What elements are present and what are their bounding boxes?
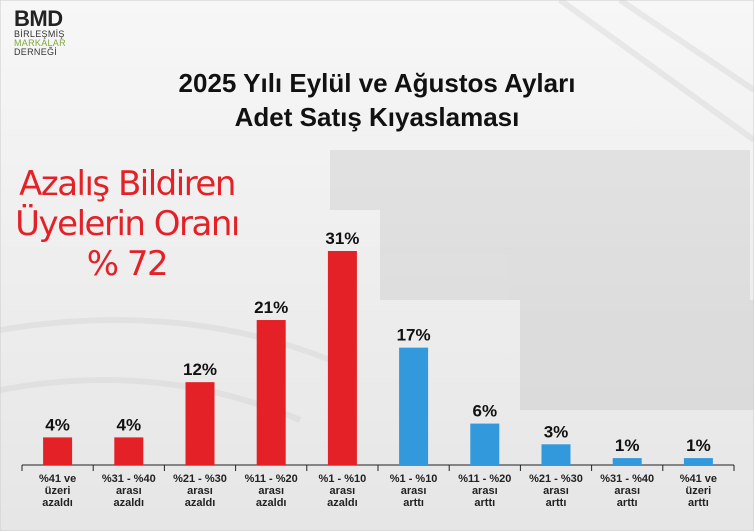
chart-subtitle: Adet Satış Kıyaslaması (234, 102, 520, 132)
callout-line-1: Azalış Bildiren (19, 164, 236, 204)
bmd-logo: BMD BİRLEŞMİŞ MARKALAR DERNEĞİ (14, 8, 66, 57)
data-label-7: 6% (473, 402, 498, 421)
category-label-5: %1 - %10 arası azaldı (319, 473, 367, 509)
bar-5 (327, 251, 357, 465)
bar-3 (185, 382, 215, 465)
logo-line-1: BİRLEŞMİŞ (14, 29, 65, 39)
callout-line-3: % 72 (86, 244, 169, 284)
data-label-1: 4% (45, 415, 70, 434)
bar-2 (114, 437, 144, 465)
callout-line-2: Üyelerin Oranı (15, 204, 240, 244)
data-label-4: 21% (254, 298, 288, 317)
category-label-3: %21 - %30 arası azaldı (173, 473, 227, 509)
data-label-5: 31% (325, 229, 359, 248)
bar-7 (470, 423, 500, 465)
bar-10 (683, 458, 713, 465)
data-label-8: 3% (544, 422, 569, 441)
logo-line-2: MARKALAR (14, 38, 66, 48)
bar-9 (612, 458, 642, 465)
data-label-2: 4% (117, 415, 142, 434)
bar-4 (256, 320, 286, 465)
data-label-10: 1% (686, 436, 711, 455)
category-label-10: %41 ve üzeri arttı (680, 473, 717, 509)
logo-line-3: DERNEĞİ (14, 47, 58, 57)
category-label-8: %21 - %30 arası arttı (529, 473, 583, 509)
category-label-2: %31 - %40 arası azaldı (102, 473, 156, 509)
logo-name: BMD (14, 6, 63, 31)
bar-1 (43, 437, 73, 465)
chart-title: 2025 Yılı Eylül ve Ağustos Ayları (178, 68, 576, 98)
category-label-1: %41 ve üzeri azaldı (39, 473, 76, 509)
category-label-7: %11 - %20 arası arttı (458, 473, 511, 509)
category-label-9: %31 - %40 arası arttı (600, 473, 654, 509)
bar-6 (399, 347, 429, 465)
category-label-6: %1 - %10 arası arttı (390, 473, 438, 509)
bar-8 (541, 444, 571, 465)
data-label-6: 17% (397, 326, 431, 345)
decrease-ratio-callout: Azalış Bildiren Üyelerin Oranı % 72 (12, 164, 242, 284)
category-label-4: %11 - %20 arası azaldı (245, 473, 298, 509)
data-label-9: 1% (615, 436, 640, 455)
data-label-3: 12% (183, 360, 217, 379)
